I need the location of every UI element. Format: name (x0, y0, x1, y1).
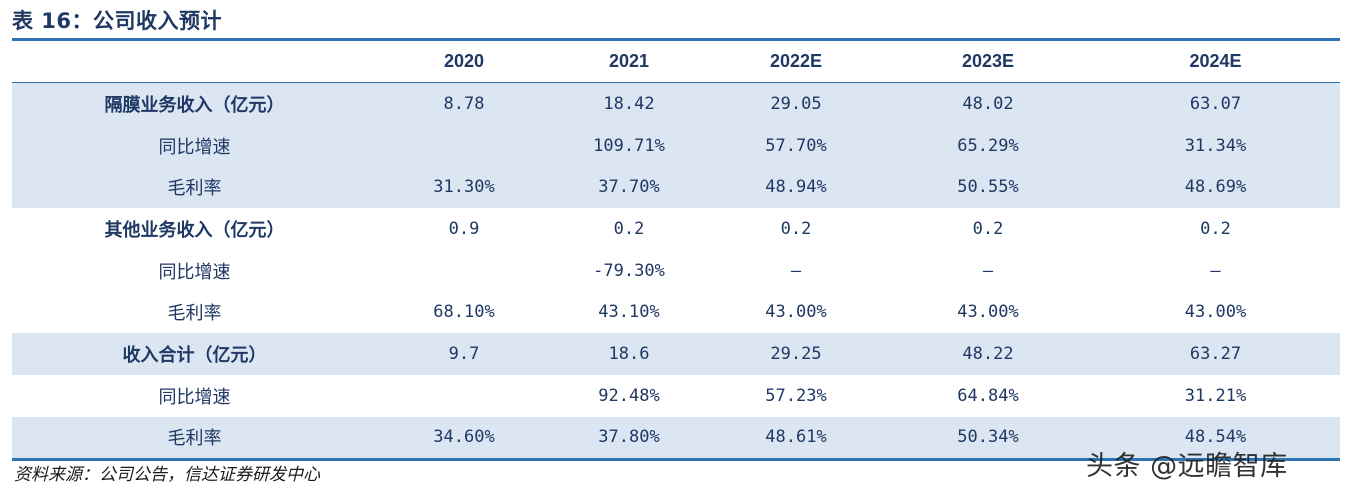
value-cell: 43.10% (551, 291, 707, 334)
value-cell: — (707, 249, 885, 292)
value-cell: 68.10% (377, 291, 551, 334)
value-cell: 48.69% (1091, 166, 1340, 209)
value-cell: 0.2 (707, 208, 885, 250)
revenue-forecast-table: 2020 2021 2022E 2023E 2024E 隔膜业务收入（亿元） 8.… (12, 41, 1340, 459)
value-cell: — (885, 249, 1091, 292)
value-cell: 0.2 (1091, 208, 1340, 250)
value-cell: 109.71% (551, 124, 707, 167)
watermark: 头条 @远瞻智库 (1086, 451, 1288, 482)
header-rule (12, 82, 1340, 83)
row-label: 隔膜业务收入（亿元） (12, 83, 377, 125)
table-title: 表 16：公司收入预计 (12, 9, 223, 33)
row-label: 收入合计（亿元） (12, 333, 377, 375)
value-cell: 43.00% (885, 291, 1091, 334)
row-label: 毛利率 (12, 291, 377, 334)
value-cell: 48.22 (885, 333, 1091, 375)
value-cell: 43.00% (1091, 291, 1340, 334)
revenue-forecast-table-container: 2020 2021 2022E 2023E 2024E 隔膜业务收入（亿元） 8.… (12, 38, 1340, 462)
header-cell-label (12, 41, 377, 82)
row-label: 同比增速 (12, 124, 377, 167)
value-cell: 8.78 (377, 83, 551, 125)
row-label: 毛利率 (12, 166, 377, 209)
row-label: 其他业务收入（亿元） (12, 208, 377, 250)
value-cell: 63.07 (1091, 83, 1340, 125)
value-cell: -79.30% (551, 249, 707, 292)
header-rule-line (12, 82, 1340, 83)
value-cell: 50.34% (885, 416, 1091, 459)
table-row: 同比增速 92.48% 57.23% 64.84% 31.21% (12, 374, 1340, 417)
value-cell: 65.29% (885, 124, 1091, 167)
table-row: 同比增速 -79.30% — — — (12, 249, 1340, 292)
header-cell-2020: 2020 (377, 41, 551, 82)
value-cell: 9.7 (377, 333, 551, 375)
value-cell: 64.84% (885, 374, 1091, 417)
value-cell: 48.61% (707, 416, 885, 459)
value-cell: 0.2 (551, 208, 707, 250)
value-cell: 29.05 (707, 83, 885, 125)
value-cell: 50.55% (885, 166, 1091, 209)
value-cell: 37.70% (551, 166, 707, 209)
value-cell: 48.94% (707, 166, 885, 209)
value-cell: 31.34% (1091, 124, 1340, 167)
row-label: 同比增速 (12, 249, 377, 292)
source-note: 资料来源：公司公告，信达证券研发中心 (14, 465, 320, 485)
table-row: 毛利率 34.60% 37.80% 48.61% 50.34% 48.54% (12, 416, 1340, 459)
table-row: 毛利率 31.30% 37.70% 48.94% 50.55% 48.69% (12, 166, 1340, 209)
header-cell-2024e: 2024E (1091, 41, 1340, 82)
value-cell: 0.2 (885, 208, 1091, 250)
value-cell: 57.70% (707, 124, 885, 167)
header-cell-2021: 2021 (551, 41, 707, 82)
header-cell-2022e: 2022E (707, 41, 885, 82)
value-cell: 57.23% (707, 374, 885, 417)
table-row: 同比增速 109.71% 57.70% 65.29% 31.34% (12, 124, 1340, 167)
value-cell: 92.48% (551, 374, 707, 417)
value-cell: 48.54% (1091, 416, 1340, 459)
value-cell: 18.42 (551, 83, 707, 125)
row-label: 同比增速 (12, 374, 377, 417)
value-cell: 48.02 (885, 83, 1091, 125)
value-cell (377, 374, 551, 417)
value-cell: 0.9 (377, 208, 551, 250)
table-row: 其他业务收入（亿元） 0.9 0.2 0.2 0.2 0.2 (12, 208, 1340, 250)
value-cell: 31.30% (377, 166, 551, 209)
table-body: 隔膜业务收入（亿元） 8.78 18.42 29.05 48.02 63.07 同比增速 10… (12, 83, 1340, 459)
value-cell (377, 249, 551, 292)
value-cell: — (1091, 249, 1340, 292)
table-header-row: 2020 2021 2022E 2023E 2024E (12, 41, 1340, 82)
table-bottom-rule (12, 458, 1340, 462)
table-top-rule (12, 38, 1340, 41)
table-row: 收入合计（亿元） 9.7 18.6 29.25 48.22 63.27 (12, 333, 1340, 375)
value-cell: 43.00% (707, 291, 885, 334)
table-row: 隔膜业务收入（亿元） 8.78 18.42 29.05 48.02 63.07 (12, 83, 1340, 125)
header-cell-2023e: 2023E (885, 41, 1091, 82)
value-cell: 37.80% (551, 416, 707, 459)
value-cell (377, 124, 551, 167)
value-cell: 31.21% (1091, 374, 1340, 417)
value-cell: 34.60% (377, 416, 551, 459)
table-row: 毛利率 68.10% 43.10% 43.00% 43.00% 43.00% (12, 291, 1340, 334)
value-cell: 63.27 (1091, 333, 1340, 375)
value-cell: 18.6 (551, 333, 707, 375)
value-cell: 29.25 (707, 333, 885, 375)
row-label: 毛利率 (12, 416, 377, 459)
